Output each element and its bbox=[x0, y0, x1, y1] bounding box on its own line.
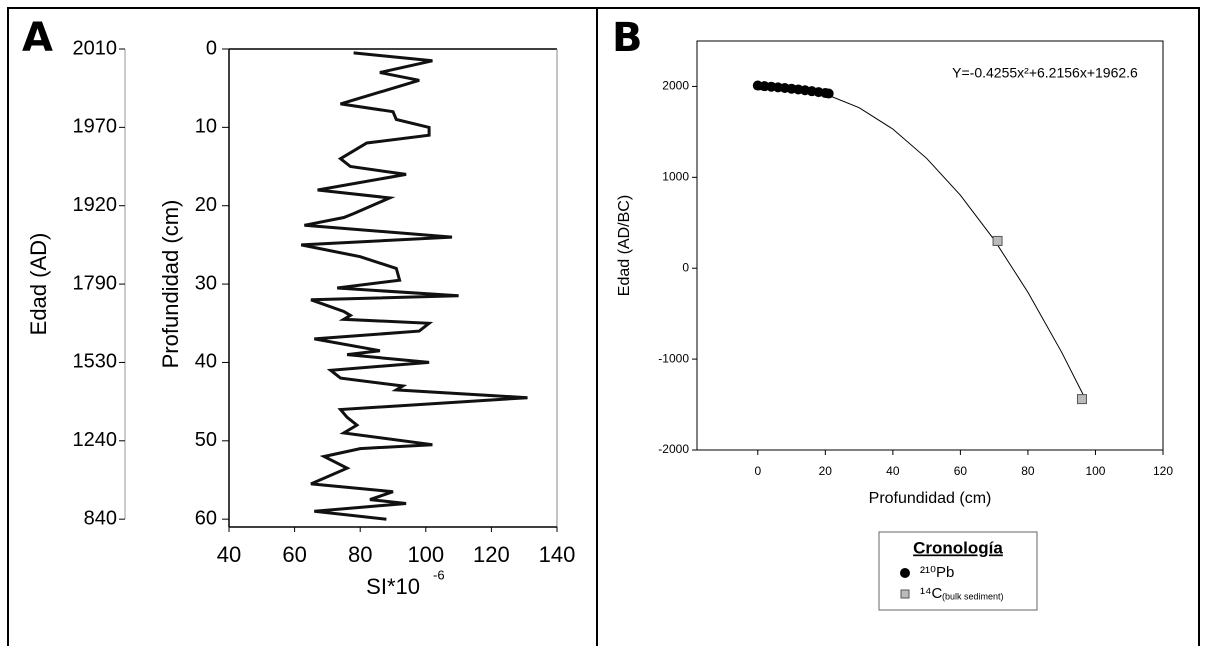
equation: Y=-0.4255x²+6.2156x+1962.6 bbox=[952, 65, 1138, 81]
y-tick-label: 1000 bbox=[662, 170, 689, 184]
y-tick-label: 40 bbox=[195, 351, 217, 373]
x-tick-label: 60 bbox=[954, 464, 968, 478]
x-tick-label: 80 bbox=[348, 542, 372, 567]
y-tick-label: 30 bbox=[195, 272, 217, 294]
panel-label: A bbox=[22, 15, 53, 61]
y2-axis-label: Edad (AD) bbox=[26, 233, 51, 336]
y-tick-label: 0 bbox=[206, 37, 217, 59]
point bbox=[992, 235, 1003, 246]
y2-tick-label: 1970 bbox=[73, 116, 118, 138]
legend-marker bbox=[900, 568, 910, 578]
x-tick-label: 20 bbox=[819, 464, 833, 478]
y-tick-label: 50 bbox=[195, 429, 217, 451]
y-tick-label: 20 bbox=[195, 194, 217, 216]
y-tick-label: 60 bbox=[195, 507, 217, 529]
legend-note: (bulk sediment) bbox=[942, 591, 1004, 601]
y-tick-label: -2000 bbox=[658, 442, 689, 456]
point bbox=[823, 88, 834, 99]
x-tick-label: 40 bbox=[217, 542, 241, 567]
x-tick-label: 0 bbox=[754, 464, 761, 478]
x-tick-label: 100 bbox=[407, 542, 444, 567]
legend-label: ¹⁴C bbox=[920, 585, 942, 602]
legend-label: ²¹⁰Pb bbox=[920, 564, 954, 581]
y2-tick-label: 840 bbox=[84, 507, 117, 529]
y-tick-label: 10 bbox=[195, 116, 217, 138]
y2-tick-label: 2010 bbox=[73, 37, 118, 59]
y-tick-label: 2000 bbox=[662, 79, 689, 93]
y-axis-label: Edad (AD/BC) bbox=[616, 195, 633, 296]
x-tick-label: 100 bbox=[1085, 464, 1105, 478]
legend-title: Cronología bbox=[913, 538, 1003, 557]
panel-label: B bbox=[612, 15, 643, 61]
x-axis-label-superscript: -6 bbox=[433, 567, 445, 582]
y-tick-label: -1000 bbox=[658, 351, 689, 365]
x-tick-label: 140 bbox=[539, 542, 576, 567]
x-tick-label: 120 bbox=[473, 542, 510, 567]
y-axis-label: Profundidad (cm) bbox=[158, 200, 183, 369]
y2-tick-label: 1920 bbox=[73, 194, 118, 216]
frame bbox=[7, 7, 1200, 646]
y2-tick-label: 1790 bbox=[73, 272, 118, 294]
x-tick-label: 40 bbox=[886, 464, 900, 478]
y2-tick-label: 1530 bbox=[73, 351, 118, 373]
x-axis-label: Profundidad (cm) bbox=[869, 490, 992, 507]
y-tick-label: 0 bbox=[682, 260, 689, 274]
point bbox=[1076, 394, 1087, 405]
plot-area bbox=[696, 40, 1164, 451]
data-line bbox=[300, 51, 528, 521]
legend-marker bbox=[900, 589, 910, 599]
x-axis-label: SI*10 bbox=[366, 574, 420, 599]
x-tick-label: 80 bbox=[1021, 464, 1035, 478]
x-tick-label: 120 bbox=[1153, 464, 1173, 478]
y2-tick-label: 1240 bbox=[73, 429, 118, 451]
x-tick-label: 60 bbox=[282, 542, 306, 567]
